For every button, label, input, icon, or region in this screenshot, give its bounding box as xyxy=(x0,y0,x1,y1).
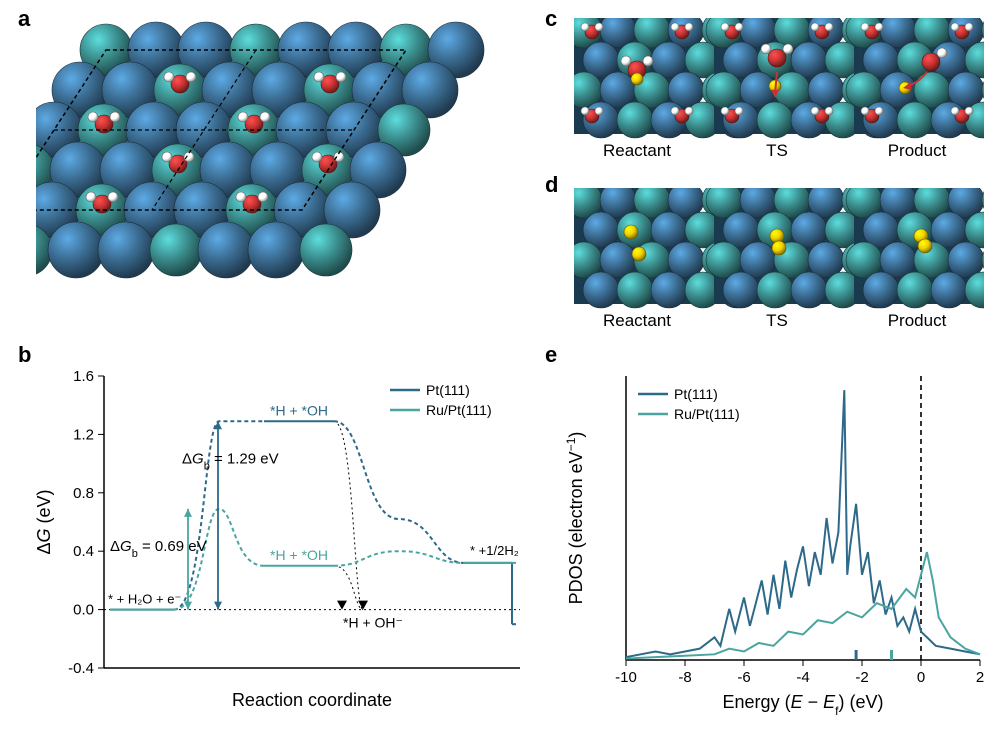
svg-text:Product: Product xyxy=(888,141,947,160)
svg-text:Reactant: Reactant xyxy=(603,141,671,160)
panel-e-chart: -10 -8 -6 -4 -2 0 2 PDOS (electron eV−1) Energy … xyxy=(560,360,990,720)
svg-text:Pt(111): Pt(111) xyxy=(674,386,718,402)
svg-text:2: 2 xyxy=(976,669,984,686)
svg-text:Product: Product xyxy=(888,311,947,330)
svg-text:0.0: 0.0 xyxy=(73,602,94,619)
svg-text:0.8: 0.8 xyxy=(73,485,94,502)
svg-text:TS: TS xyxy=(766,311,788,330)
svg-text:0: 0 xyxy=(917,669,925,686)
svg-text:* +1/2H₂: * +1/2H₂ xyxy=(470,543,519,558)
svg-text:Reactant: Reactant xyxy=(603,311,671,330)
svg-text:1.6: 1.6 xyxy=(73,368,94,385)
svg-text:-4: -4 xyxy=(796,669,809,686)
svg-text:-6: -6 xyxy=(737,669,750,686)
svg-text:*H + OH⁻: *H + OH⁻ xyxy=(343,615,403,631)
svg-text:-0.4: -0.4 xyxy=(68,660,94,677)
panel-c: Reactant TS Product xyxy=(574,18,984,168)
svg-text:PDOS (electron eV−1): PDOS (electron eV−1) xyxy=(564,432,586,605)
svg-text:-2: -2 xyxy=(855,669,868,686)
svg-text:Ru/Pt(111): Ru/Pt(111) xyxy=(426,402,492,418)
panel-d: Reactant TS Product xyxy=(574,188,984,338)
panel-label-a: a xyxy=(18,6,30,32)
svg-text:-8: -8 xyxy=(678,669,691,686)
svg-text:Pt(111): Pt(111) xyxy=(426,382,470,398)
svg-text:0.4: 0.4 xyxy=(73,543,94,560)
svg-text:*H + *OH: *H + *OH xyxy=(270,402,328,418)
panel-label-d: d xyxy=(545,172,558,198)
panel-label-c: c xyxy=(545,6,557,32)
panel-label-e: e xyxy=(545,342,557,368)
svg-text:ΔGb = 0.69 eV: ΔGb = 0.69 eV xyxy=(110,538,207,560)
svg-text:TS: TS xyxy=(766,141,788,160)
svg-text:1.2: 1.2 xyxy=(73,426,94,443)
svg-text:ΔG (eV): ΔG (eV) xyxy=(34,489,54,554)
svg-text:Energy (E − Ef) (eV): Energy (E − Ef) (eV) xyxy=(723,692,884,718)
panel-b-chart: -0.4 0.0 0.4 0.8 1.2 1.6 ΔG (eV) Reaction coord… xyxy=(30,360,530,720)
svg-text:-10: -10 xyxy=(615,669,637,686)
svg-text:ΔGb = 1.29 eV: ΔGb = 1.29 eV xyxy=(182,451,279,473)
panel-a-model xyxy=(36,20,516,320)
svg-text:* + H₂O + e⁻: * + H₂O + e⁻ xyxy=(108,592,181,607)
svg-text:Reaction coordinate: Reaction coordinate xyxy=(232,690,392,710)
svg-text:Ru/Pt(111): Ru/Pt(111) xyxy=(674,406,740,422)
svg-text:*H + *OH: *H + *OH xyxy=(270,547,328,563)
